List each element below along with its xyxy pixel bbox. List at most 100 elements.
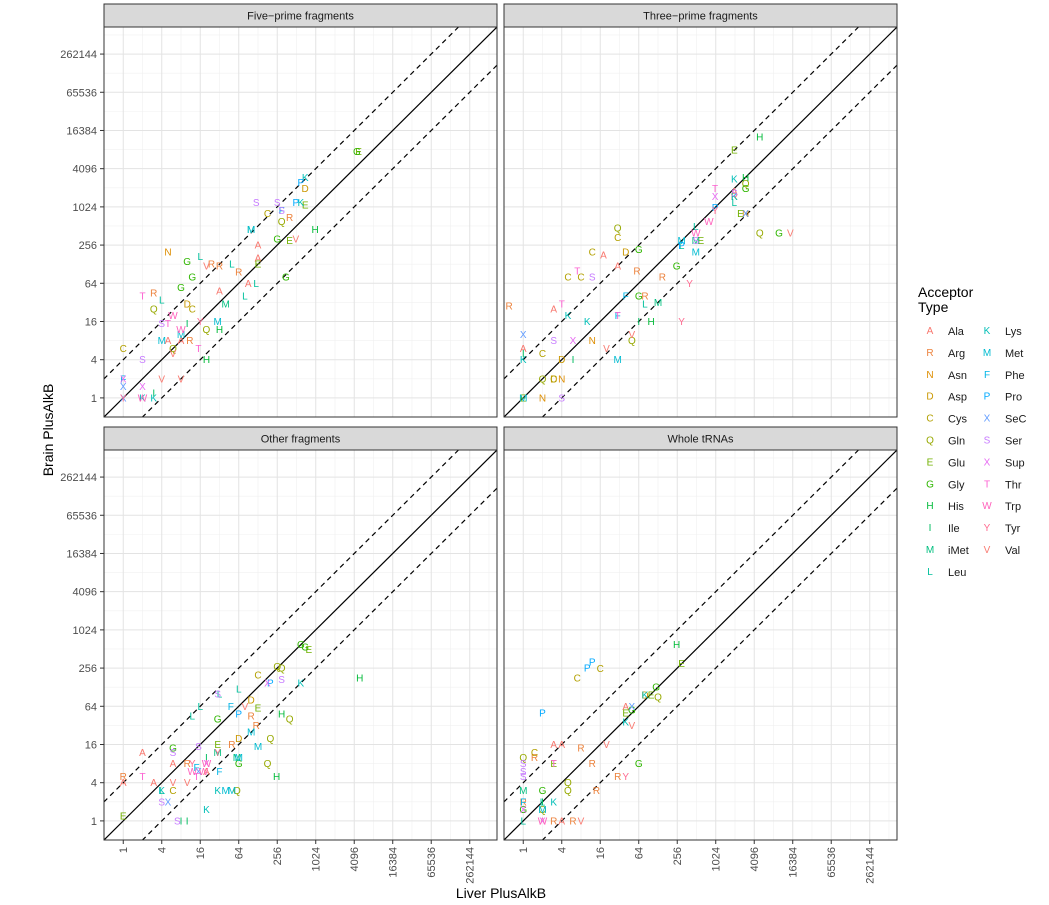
legend-key-glyph: V (984, 545, 991, 556)
point-arg: R (505, 302, 512, 313)
point-lys: K (731, 175, 738, 186)
point-ser: S (214, 689, 221, 700)
point-ser: S (139, 355, 146, 366)
point-leu: L (540, 797, 546, 808)
point-gln: Q (539, 374, 547, 385)
legend-key-glyph: Y (984, 523, 991, 534)
y-tick-label: 1024 (73, 625, 97, 637)
point-pro: P (539, 709, 546, 720)
legend-key-glyph: X (984, 457, 991, 468)
point-sec: X (195, 767, 202, 778)
point-gln: Q (233, 786, 241, 797)
legend-label: Arg (948, 348, 965, 360)
legend-label: Met (1005, 348, 1023, 360)
panel-title: Five−prime fragments (247, 11, 354, 23)
legend-item-sec: X SeC (984, 414, 1027, 426)
point-gln: Q (150, 305, 158, 316)
point-trp: W (704, 217, 714, 228)
legend-item-ala: A Ala (927, 326, 965, 338)
y-tick-label: 4 (91, 355, 97, 367)
point-leu: L (159, 786, 165, 797)
point-tyr: Y (197, 317, 204, 328)
point-tyr: Y (214, 748, 221, 759)
legend-label: iMet (948, 545, 969, 557)
point-arg: R (216, 261, 223, 272)
point-sup: X (264, 678, 271, 689)
point-met: M (677, 236, 685, 247)
x-tick-label: 64 (634, 847, 646, 859)
legend-item-pro: P Pro (984, 392, 1022, 404)
point-ile: I (541, 797, 544, 808)
legend-key-glyph: A (927, 326, 934, 337)
legend-item-leu: L Leu (927, 567, 966, 579)
point-imet: M (654, 298, 662, 309)
legend-item-glu: E Glu (927, 457, 965, 469)
point-met: M (247, 728, 255, 739)
point-thr: T (712, 184, 718, 195)
point-phe: F (216, 767, 222, 778)
point-gly: G (775, 228, 783, 239)
point-gln: Q (203, 325, 211, 336)
y-tick-label: 16 (85, 316, 97, 328)
point-arg: R (550, 816, 557, 827)
point-arg: R (577, 744, 584, 755)
point-val: V (578, 816, 585, 827)
point-lys: K (298, 198, 305, 209)
point-leu: L (217, 689, 223, 700)
point-lys: K (642, 691, 649, 702)
point-met: M (222, 786, 230, 797)
point-gln: Q (264, 759, 272, 770)
point-glu: E (731, 146, 738, 157)
reference-line-identity (104, 450, 497, 840)
point-arg: R (569, 816, 576, 827)
reference-lines (504, 27, 897, 417)
reference-lines (504, 450, 897, 840)
point-glu: E (306, 645, 313, 656)
legend-item-trp: W Trp (982, 501, 1021, 513)
point-ala: A (170, 759, 177, 770)
point-pro: P (712, 203, 719, 214)
point-ala: A (139, 748, 146, 759)
y-tick-label: 262144 (60, 472, 97, 484)
legend-label: Tyr (1005, 523, 1021, 535)
point-met: M (177, 330, 185, 341)
point-imet: M (692, 236, 700, 247)
point-tyr: Y (189, 759, 196, 770)
legend-label: Thr (1005, 479, 1022, 491)
point-trp: W (188, 767, 198, 778)
y-tick-label: 16384 (66, 125, 97, 137)
legend-items: A Ala R Arg N Asn D Asp C Cys Q Gln E Glu G Gly H His I Ile… (926, 326, 1027, 579)
y-tick-label: 256 (79, 663, 97, 675)
point-gln: Q (519, 753, 527, 764)
point-ile: I (152, 388, 155, 399)
point-arg: R (593, 786, 600, 797)
point-gln: Q (564, 786, 572, 797)
point-ala: A (520, 344, 527, 355)
point-ser: S (195, 742, 202, 753)
point-arg: R (186, 336, 193, 347)
point-ala: A (622, 702, 629, 713)
point-his: H (648, 317, 655, 328)
point-arg: R (208, 260, 215, 271)
y-tick-label: 16384 (66, 548, 97, 560)
point-leu: L (197, 702, 203, 713)
legend-label: Asp (948, 392, 967, 404)
point-val: V (629, 721, 636, 732)
legend-key-glyph: M (983, 348, 991, 359)
point-ser: S (278, 206, 285, 217)
point-cys: C (254, 670, 261, 681)
point-thr: T (165, 319, 171, 330)
legend-item-thr: T Thr (984, 479, 1022, 491)
y-axis-title: Brain PlusAlkB (40, 384, 56, 477)
point-glu: E (698, 236, 705, 247)
point-met: M (228, 786, 236, 797)
point-ala: A (614, 261, 621, 272)
reference-line-lower (141, 64, 497, 417)
point-val: V (203, 261, 210, 272)
point-ala: A (550, 305, 557, 316)
y-tick-label: 256 (79, 240, 97, 252)
point-tyr: Y (712, 206, 719, 217)
point-ser: S (589, 273, 596, 284)
